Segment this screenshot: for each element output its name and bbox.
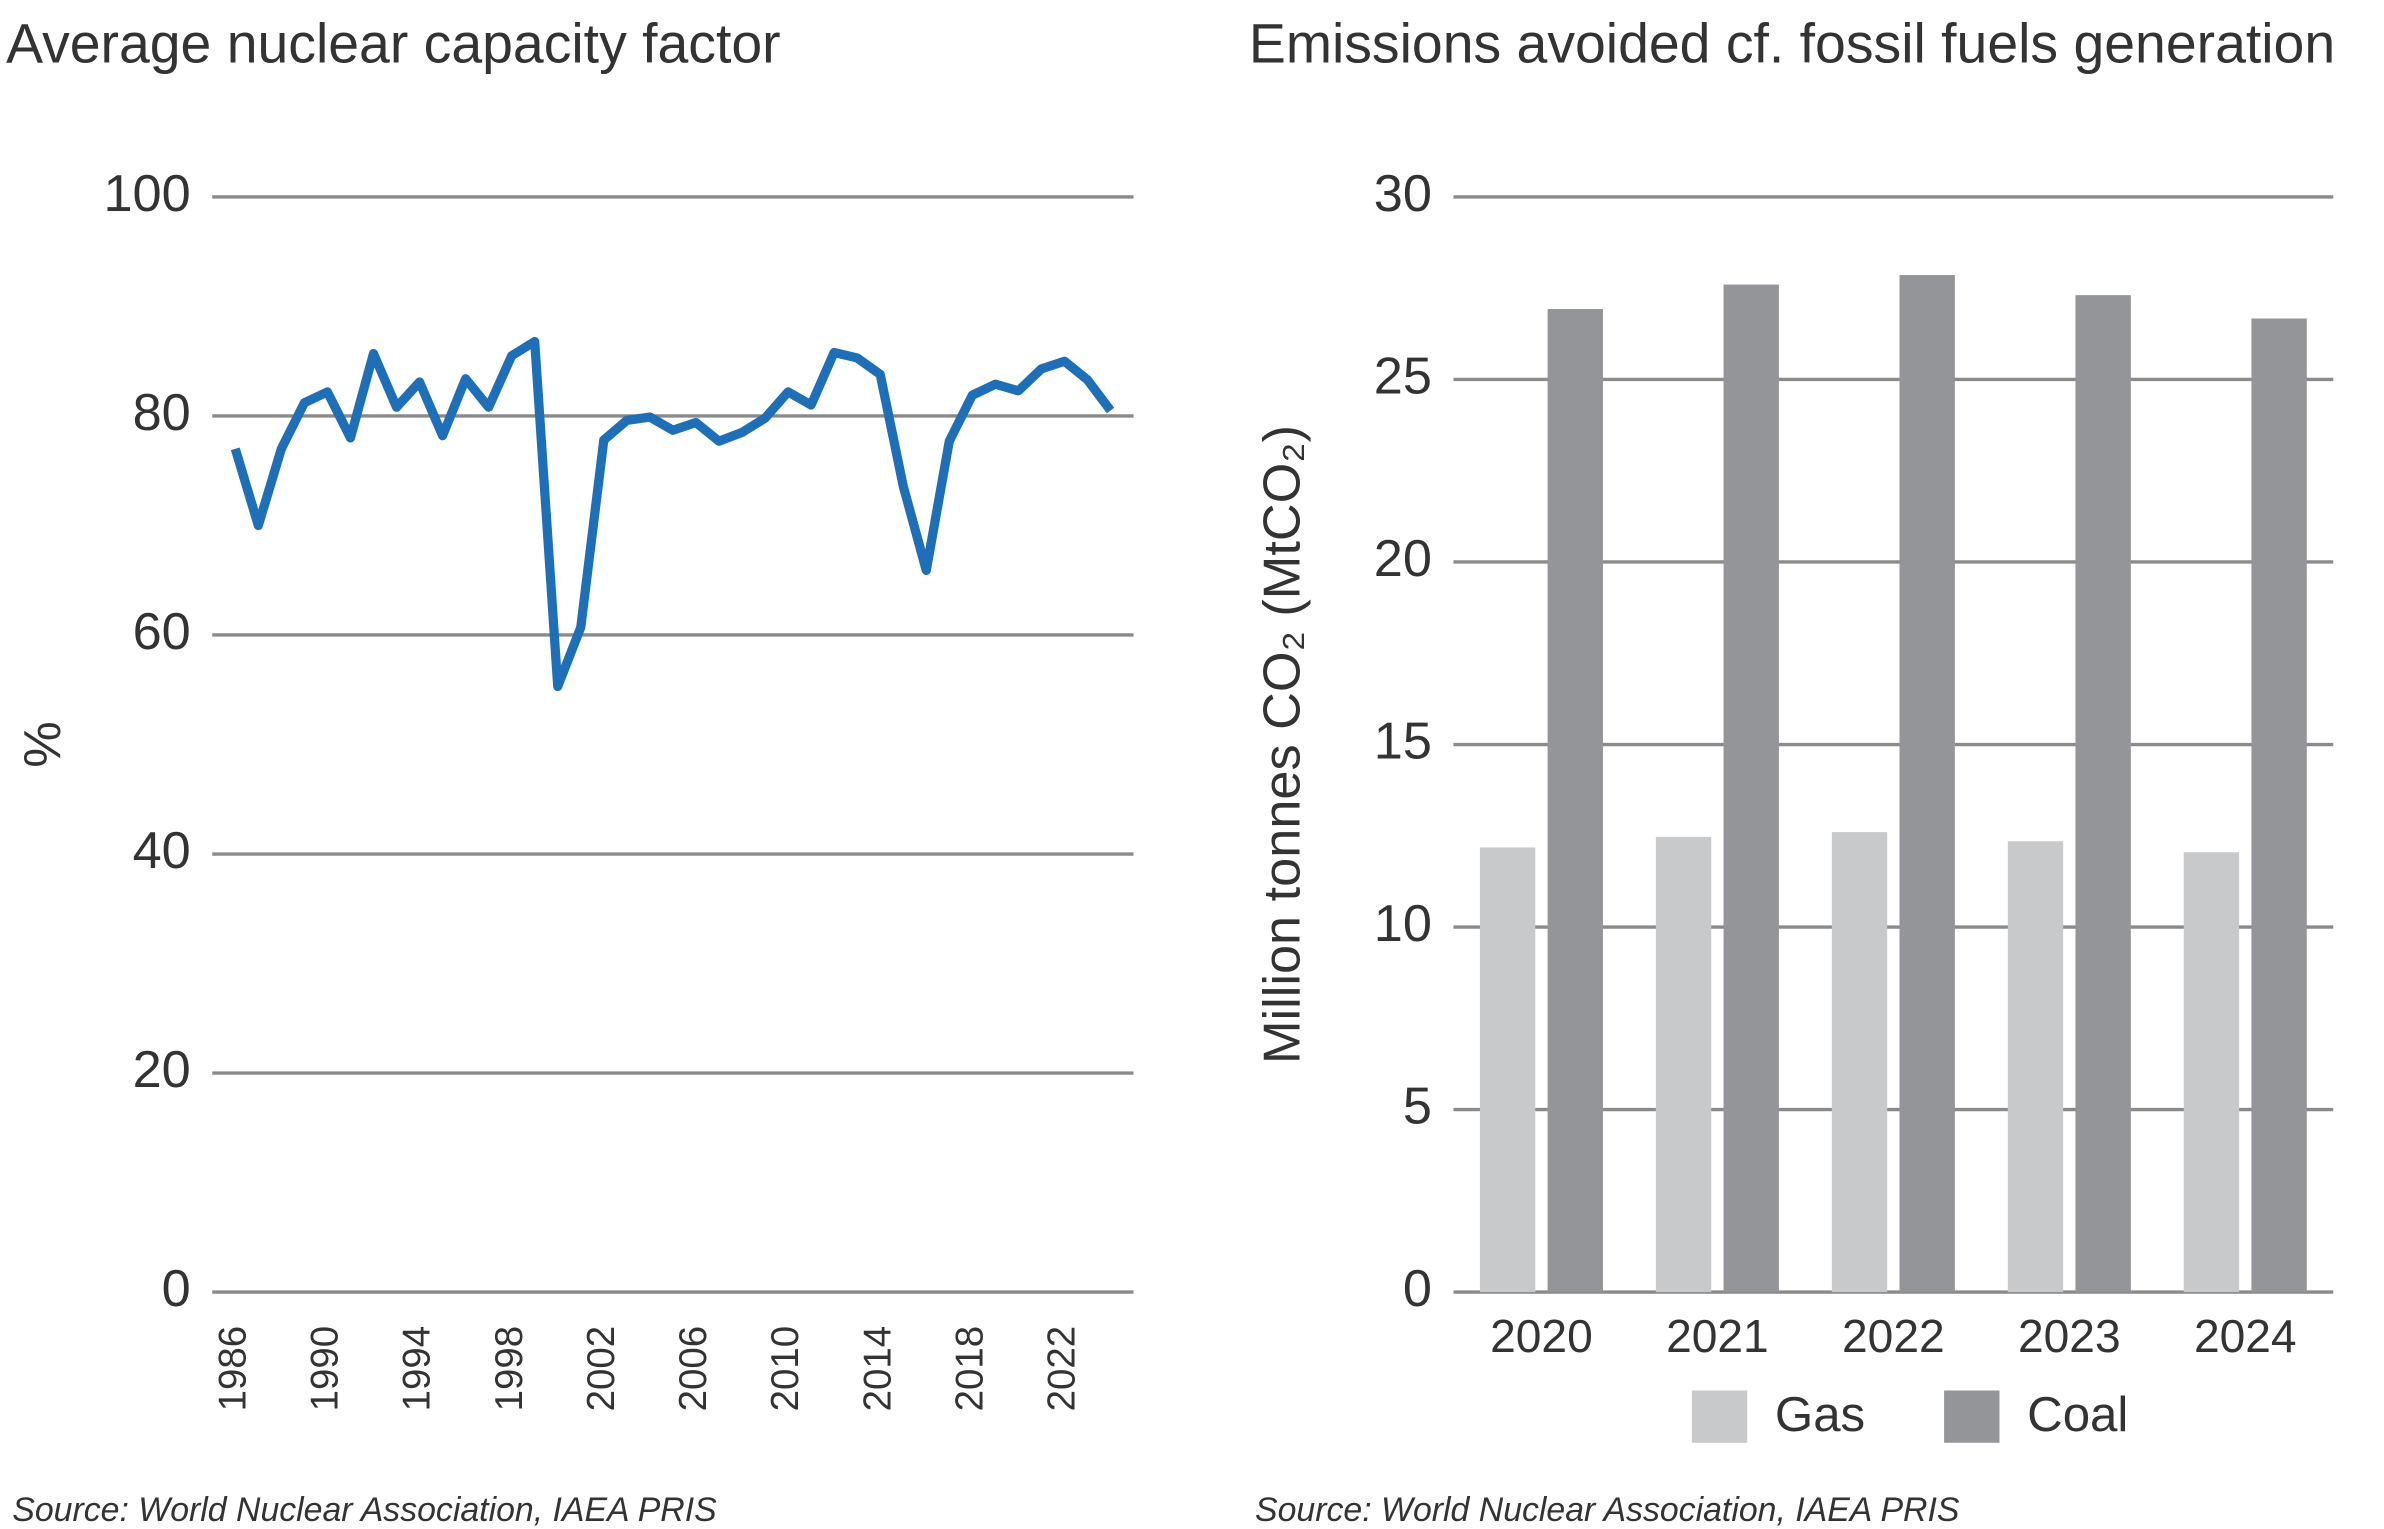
bar [1479,847,1536,1293]
x-tick-label: 2022 [1842,1310,1945,1362]
legend-swatch [1691,1390,1748,1443]
x-tick-label: 1994 [396,1326,439,1412]
legend-label: Gas [1775,1387,1865,1442]
x-tick-label: 1986 [211,1326,254,1412]
y-tick-label: 25 [1374,347,1432,405]
y-tick-label: 40 [133,822,191,880]
y-tick-label: 15 [1374,712,1432,770]
x-tick-label: 2010 [764,1326,807,1412]
y-tick-label: 100 [103,165,190,223]
bar [2007,841,2064,1293]
legend-swatch [1944,1390,2000,1443]
x-tick-label: 2002 [580,1326,623,1412]
x-tick-label: 2024 [2194,1310,2297,1362]
y-tick-label: 60 [133,603,191,661]
y-tick-label: 30 [1374,165,1432,223]
y-axis-label: % [14,721,72,767]
x-tick-label: 2014 [856,1326,899,1412]
y-tick-label: 10 [1374,895,1432,953]
legend-label: Coal [2027,1387,2128,1442]
y-tick-label: 20 [1374,530,1432,588]
bar [1899,275,1955,1293]
bar [2075,295,2131,1293]
y-tick-label: 0 [162,1260,191,1318]
x-tick-label: 1998 [488,1326,531,1412]
bar [2251,318,2307,1293]
x-tick-label: 2021 [1666,1310,1769,1362]
source-note: Source: World Nuclear Association, IAEA … [1255,1491,1960,1529]
y-tick-label: 5 [1403,1077,1432,1135]
y-axis-label: Million tonnes CO₂ (MtCO₂) [1254,425,1312,1064]
y-tick-label: 0 [1403,1260,1432,1318]
x-tick-label: 2018 [948,1326,991,1412]
y-tick-label: 20 [133,1041,191,1099]
bar [2183,852,2240,1293]
y-tick-label: 80 [133,384,191,442]
x-tick-label: 2020 [1490,1310,1593,1362]
bar [1723,284,1779,1293]
x-tick-label: 1990 [304,1326,347,1412]
x-tick-label: 2022 [1041,1326,1084,1412]
source-note: Source: World Nuclear Association, IAEA … [12,1491,717,1529]
bar [1655,836,1712,1293]
bar [1547,309,1603,1293]
chart-title: Average nuclear capacity factor [6,12,780,74]
chart-title: Emissions avoided cf. fossil fuels gener… [1249,12,2335,74]
bar [1831,832,1888,1293]
x-tick-label: 2023 [2018,1310,2121,1362]
line-series [230,336,1115,692]
x-tick-label: 2006 [672,1326,715,1412]
